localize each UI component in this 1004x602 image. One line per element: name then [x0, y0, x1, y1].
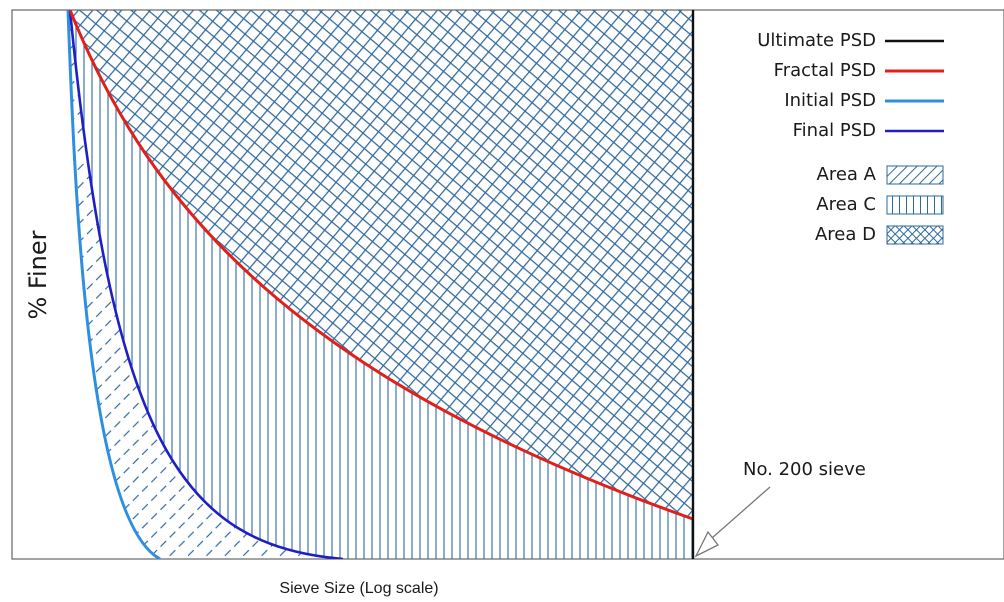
legend-label-fractal-psd: Fractal PSD — [774, 60, 876, 81]
legend-swatch-area-a — [886, 165, 944, 185]
legend-swatch-area-d — [886, 225, 944, 245]
legend-label-area-a: Area A — [817, 164, 877, 185]
area-c-region — [70, 10, 693, 559]
legend-label-ultimate-psd: Ultimate PSD — [757, 30, 876, 51]
y-axis-label: % Finer — [24, 230, 52, 319]
final-psd-curve — [68, 10, 344, 559]
no-200-sieve-arrow — [694, 486, 771, 558]
legend-label-area-c: Area C — [816, 194, 876, 215]
x-axis-label: Sieve Size (Log scale) — [279, 580, 438, 597]
no-200-sieve-label: No. 200 sieve — [743, 459, 866, 480]
fractal-psd-curve — [68, 10, 694, 521]
area-a-region — [68, 10, 343, 559]
legend-swatch-area-c — [886, 195, 944, 215]
legend-label-final-psd: Final PSD — [793, 120, 876, 141]
legend: Ultimate PSD Fractal PSD Initial PSD Fin… — [757, 30, 944, 245]
initial-psd-curve — [66, 10, 161, 559]
area-d-region — [70, 10, 693, 519]
legend-label-area-d: Area D — [815, 224, 876, 245]
legend-label-initial-psd: Initial PSD — [784, 90, 876, 111]
